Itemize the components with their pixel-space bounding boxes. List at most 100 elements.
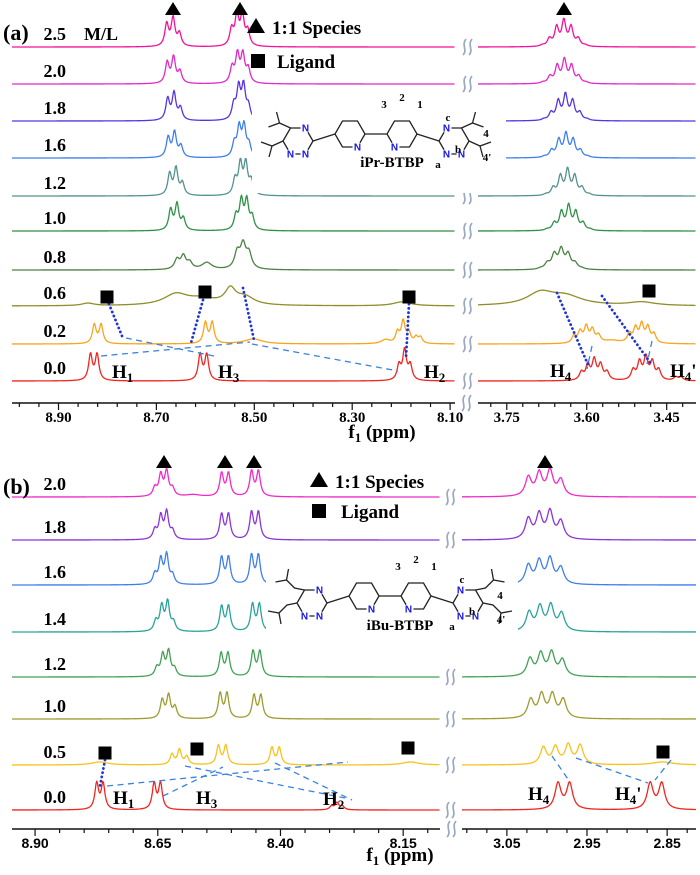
ligand-square-marker [402, 290, 416, 304]
spectrum-trace [462, 507, 696, 541]
spectrum-row-b-1.8: 1.8 [12, 507, 696, 549]
ml-ratio-value: 1.6 [44, 135, 67, 155]
inter-ring-bond [326, 595, 350, 604]
ml-ratio-value: 0.0 [44, 358, 67, 378]
dotted-connector-line [107, 302, 124, 338]
ring-position-label: a [449, 621, 455, 633]
spectrum-trace [12, 647, 440, 678]
spectrum-trace [12, 318, 455, 345]
legend: 1:1 Species Ligand [310, 472, 424, 523]
x-axis: 8.90 8.65 8.40 8.15 3.05 2.95 2.85 f1 (ppm) [12, 820, 696, 868]
tick-label: 8.90 [21, 835, 48, 851]
species-triangle-marker [537, 455, 553, 468]
spectrum-trace [12, 48, 455, 85]
spectrum-trace [12, 346, 455, 382]
species-triangle-marker [217, 455, 233, 468]
dotted-connector-line [98, 758, 107, 788]
axis-break-icon [468, 75, 473, 93]
nitrogen-atom-label: N [458, 150, 465, 161]
tick-label: 8.65 [144, 835, 171, 851]
nitrogen-atom-label: N [302, 124, 309, 135]
dashed-connector-line [274, 762, 353, 801]
structure-background [266, 557, 518, 651]
tick-label: 8.50 [241, 410, 267, 426]
spectrum-trace [12, 743, 440, 766]
alkyl-group [267, 602, 298, 625]
atom-backing [456, 149, 467, 159]
ring-position-label: b [469, 606, 475, 618]
axis-break-icon [446, 820, 451, 838]
ring-position-label: 1 [431, 561, 437, 573]
spectrum-trace [12, 157, 455, 197]
axis-break-icon [462, 297, 467, 315]
ring-position-label: c [460, 574, 465, 586]
tick-label: 3.45 [654, 410, 680, 426]
tick-label: 8.90 [45, 410, 71, 426]
species-triangle-marker [556, 2, 572, 15]
axis-break-icon [468, 372, 473, 390]
spectrum-trace [478, 320, 696, 345]
dotted-connector-line [555, 291, 591, 369]
ml-ratio-value: 0.8 [44, 247, 67, 267]
axis-break-icon [451, 801, 456, 819]
ml-ratio-value: 2.0 [44, 474, 67, 494]
species-triangle-marker [232, 2, 248, 15]
axis-break-icon [451, 756, 456, 774]
species-triangle-marker [156, 455, 172, 468]
alkyl-group [475, 568, 505, 591]
axis-break-icon [462, 372, 467, 390]
ring-position-label: 2 [413, 554, 419, 566]
legend-square-icon [251, 54, 265, 68]
peak-assignment-label: H4' [615, 784, 642, 807]
ring-position-label: 4' [483, 152, 492, 164]
nitrogen-atom-label: N [443, 124, 450, 135]
ring-position-label: 2 [399, 92, 405, 104]
ring-position-label: c [446, 112, 451, 124]
atom-backing [300, 149, 311, 159]
spectrum-trace [477, 289, 696, 307]
peak-connectors [100, 286, 654, 372]
dotted-connector-line [241, 286, 256, 342]
alkyl-group [482, 602, 513, 625]
peak-assignment-label: H4' [670, 361, 697, 384]
atom-backing [314, 611, 325, 621]
spectrum-trace [462, 780, 697, 811]
dashed-connector-line [162, 766, 224, 797]
spectrum-row-a-2.0: 2.0 [12, 48, 696, 93]
nitrogen-atom-label: N [405, 605, 412, 616]
ml-ratio-value: 2.0 [44, 61, 67, 81]
inter-ring-bond [430, 595, 454, 604]
spectrum-trace [477, 17, 696, 48]
axis-break-icon [451, 488, 456, 506]
ml-ratio-value: 1.8 [44, 98, 67, 118]
alkyl-group [268, 111, 291, 129]
peak-assignment-label: H2 [323, 789, 344, 812]
spectrum-trace [12, 8, 455, 48]
dotted-connector-line [404, 302, 411, 359]
peak-assignment-label: H2 [424, 362, 445, 385]
axis-break-icon [461, 394, 466, 412]
dashed-connector-line [654, 759, 672, 781]
axis-break-icon [462, 38, 467, 56]
spectrum-trace [462, 742, 697, 766]
spectrum-row-b-0.5: 0.5 [12, 742, 697, 774]
panel-label: (b) [3, 474, 30, 499]
atom-backing [314, 585, 325, 595]
axis-break-icon [462, 335, 467, 353]
axis-title: f1 (ppm) [348, 422, 415, 445]
ml-ratio-value: 0.6 [44, 283, 67, 303]
ml-ratio-value: 0.5 [44, 742, 67, 762]
peak-assignment-label: H3 [196, 788, 218, 811]
ml-ratio-value: 1.4 [44, 609, 67, 629]
atom-backing [455, 611, 466, 621]
alkyl-group [461, 111, 484, 129]
axis-break-icon [468, 38, 473, 56]
spectrum-row-b-1.0: 1.0 [12, 690, 696, 728]
inter-ring-bond [312, 133, 336, 142]
ml-ratio-value: 1.0 [44, 696, 67, 716]
spectrum-trace [478, 166, 696, 197]
nitrogen-atom-label: N [391, 143, 398, 154]
